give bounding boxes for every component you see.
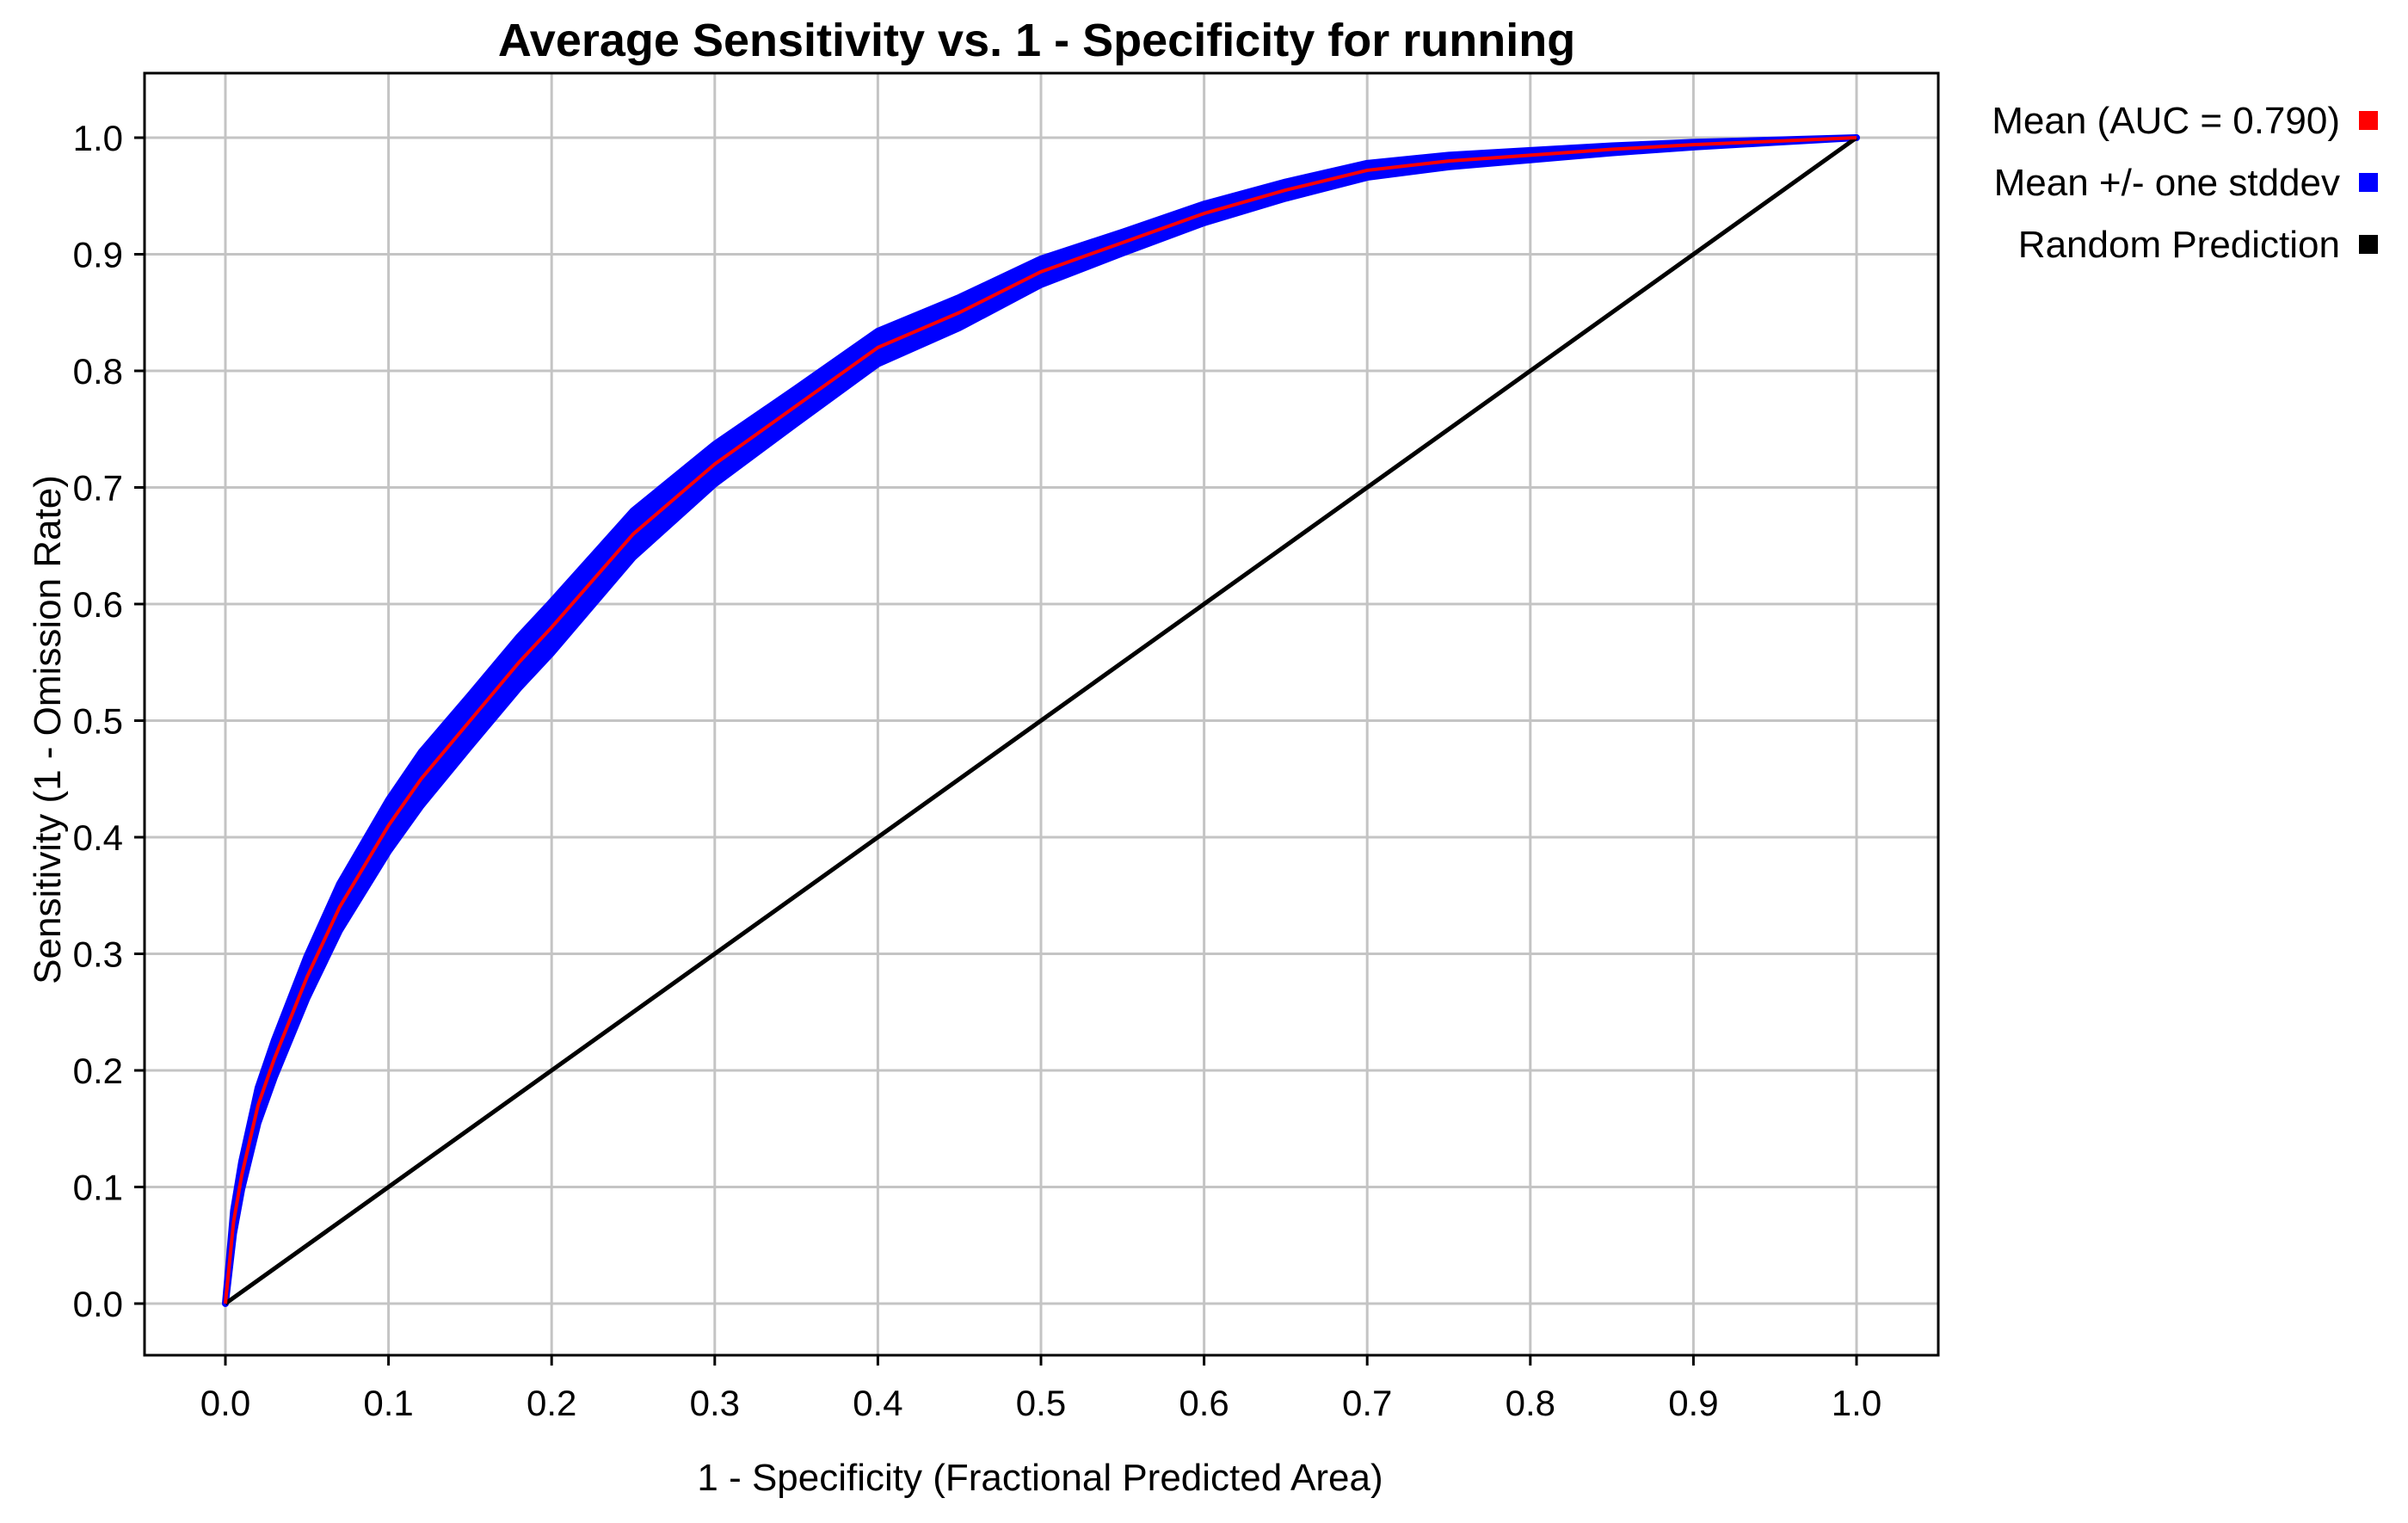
legend-item-stddev: Mean +/- one stddev <box>1994 162 2378 204</box>
x-tick-label: 0.2 <box>527 1383 576 1423</box>
legend-item-mean: Mean (AUC = 0.790) <box>1992 100 2378 142</box>
y-tick-label: 1.0 <box>73 118 123 158</box>
x-tick-label: 0.5 <box>1016 1383 1066 1423</box>
legend-swatch <box>2359 235 2378 254</box>
y-axis-label: Sensitivity (1 - Omission Rate) <box>27 475 69 984</box>
random-prediction-line <box>224 135 1858 1306</box>
legend-item-random: Random Prediction <box>2018 224 2378 266</box>
legend-swatch <box>2359 173 2378 192</box>
x-tick-label: 0.9 <box>1668 1383 1718 1423</box>
y-tick-label: 0.7 <box>73 468 123 509</box>
legend-label: Random Prediction <box>2018 224 2340 266</box>
y-tick-label: 0.9 <box>73 235 123 275</box>
y-tick-label: 0.2 <box>73 1051 123 1091</box>
y-tick-label: 0.0 <box>73 1284 123 1324</box>
y-tick-label: 0.5 <box>73 701 123 742</box>
x-tick-label: 0.0 <box>200 1383 250 1423</box>
y-tick-label: 0.1 <box>73 1168 123 1208</box>
mean-roc-line <box>224 136 1857 1304</box>
x-axis-label: 1 - Specificity (Fractional Predicted Ar… <box>697 1457 1383 1499</box>
axis-ticks: 0.0 0.1 0.2 0.3 0.4 0.5 0.6 0.7 0.8 0.9 1.0 0.0 0.1 0… <box>73 118 1882 1423</box>
series-lines <box>224 135 1858 1306</box>
x-tick-label: 0.3 <box>690 1383 740 1423</box>
x-tick-label: 0.7 <box>1342 1383 1392 1423</box>
legend-label: Mean +/- one stddev <box>1994 162 2340 204</box>
x-tick-label: 0.6 <box>1179 1383 1229 1423</box>
legend-label: Mean (AUC = 0.790) <box>1992 100 2340 142</box>
y-tick-label: 0.8 <box>73 351 123 392</box>
chart-title: Average Sensitivity vs. 1 - Specificity … <box>498 15 1575 66</box>
y-tick-label: 0.6 <box>73 584 123 625</box>
legend: Mean (AUC = 0.790) Mean +/- one stddev Ran… <box>1992 100 2378 266</box>
y-tick-label: 0.3 <box>73 934 123 975</box>
legend-swatch <box>2359 111 2378 130</box>
y-tick-label: 0.4 <box>73 817 123 858</box>
x-tick-label: 0.4 <box>853 1383 902 1423</box>
x-tick-label: 0.8 <box>1506 1383 1555 1423</box>
x-tick-label: 0.1 <box>363 1383 413 1423</box>
x-tick-label: 1.0 <box>1832 1383 1881 1423</box>
